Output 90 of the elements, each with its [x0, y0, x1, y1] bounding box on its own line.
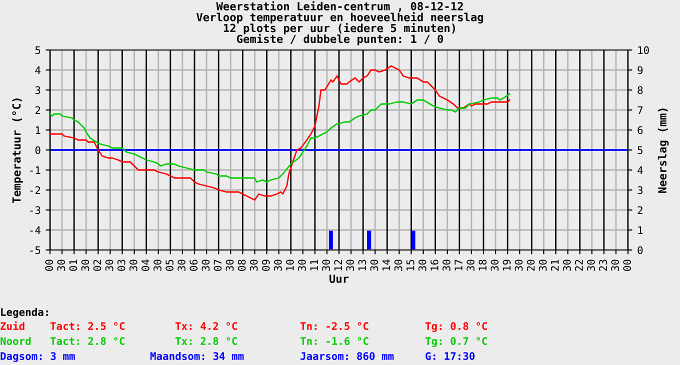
y-tick-label: 5 [35, 46, 40, 54]
x-tick-label: 04 [142, 260, 150, 271]
y2-tick-label: 5 [638, 146, 642, 154]
x-tick-label: 30 [442, 260, 450, 271]
x-tick-label: 30 [418, 260, 426, 271]
x-tick-label: 13 [358, 260, 366, 270]
x-tick-label: 09 [262, 260, 270, 271]
x-tick-label: 30 [178, 260, 186, 271]
text: Tg: 0.7 °C [425, 337, 487, 348]
x-tick-label: 30 [346, 260, 354, 271]
x-tick-label: 23 [599, 260, 607, 271]
text: Legenda: [1, 308, 48, 318]
x-tick-label: 30 [81, 260, 90, 271]
x-tick-label: 11 [310, 260, 318, 270]
x-tick-label: 30 [154, 260, 162, 271]
y2-tick-label: 9 [638, 66, 643, 74]
y-tick-label: -3 [30, 206, 40, 214]
y-tick-label: 1 [36, 126, 40, 134]
text: Dagsom: 3 mm [0, 352, 75, 362]
text: Tn: -1.6 °C [300, 337, 368, 346]
text: Noord [0, 336, 31, 346]
x-tick-label: 30 [250, 260, 258, 271]
x-tick-label: 12 [334, 260, 342, 270]
x-tick-label: 15 [406, 260, 414, 270]
x-tick-label: 30 [611, 260, 620, 271]
x-tick-label: 02 [93, 260, 102, 271]
x-tick-label: 05 [166, 260, 174, 271]
y-tick-label: 4 [35, 66, 40, 74]
text: Zuid [0, 321, 24, 330]
x-tick-label: 30 [466, 260, 475, 271]
x-tick-label: 10 [286, 260, 294, 270]
x-tick-label: 30 [105, 260, 114, 271]
x-tick-label: 30 [202, 260, 210, 271]
text: Tact: 2.5 °C [50, 322, 124, 330]
x-tick-label: 30 [57, 260, 66, 271]
y2-axis-title: Neerslag (mm) [658, 108, 669, 193]
y2-tick-label: 6 [638, 126, 643, 134]
y-tick-label: 0 [35, 146, 40, 154]
y-axis-title: Temperatuur (°C) [12, 98, 23, 204]
y2-tick-label: 2 [638, 206, 642, 214]
x-tick-label: 30 [538, 260, 547, 271]
x-tick-label: 18 [478, 260, 487, 270]
y-tick-label: -4 [30, 226, 40, 234]
x-tick-label: 07 [214, 260, 222, 271]
x-tick-label: 16 [430, 260, 438, 270]
y-tick-label: 3 [35, 86, 40, 94]
x-tick-label: 30 [298, 260, 306, 271]
x-tick-label: 30 [394, 260, 402, 271]
x-tick-label: 14 [382, 260, 390, 270]
y2-tick-label: 0 [638, 246, 643, 254]
y-tick-label: -1 [30, 166, 40, 174]
x-tick-label: 17 [454, 260, 462, 270]
text: Tg: 0.8 °C [425, 322, 487, 332]
text: G: 17:30 [426, 352, 475, 360]
x-tick-label: 19 [502, 260, 511, 270]
x-tick-label: 30 [370, 260, 378, 271]
x-tick-label: 03 [117, 260, 126, 271]
text: Jaarsom: 860 mm [300, 352, 394, 360]
x-tick-label: 30 [274, 260, 282, 271]
y-tick-label: -2 [30, 186, 40, 194]
text: Tn: -2.5 °C [300, 322, 368, 330]
x-tick-label: 30 [562, 260, 571, 271]
y2-tick-label: 1 [638, 226, 643, 234]
x-tick-label: 22 [575, 260, 583, 271]
y-tick-label: -5 [30, 246, 40, 254]
x-tick-label: 30 [322, 260, 330, 271]
x-tick-label: 30 [226, 260, 234, 271]
chart-title: Weerstation Leiden-centrum , 08-12-12 Verloop temperatuur en hoeveelheid neerslag 12 plots per uur (iedere 5 minuten) Gemiste / dubbele punten: 1 / 0 [196, 1, 484, 46]
x-tick-label: 30 [587, 260, 595, 271]
y2-tick-label: 4 [638, 166, 643, 174]
text: Tx: 4.2 °C [175, 322, 237, 330]
x-axis-title: Uur [330, 274, 349, 283]
x-tick-label: 30 [514, 260, 523, 271]
y2-tick-label: 3 [638, 186, 643, 194]
text: Maandsom: 34 mm [150, 352, 244, 360]
x-tick-label: 06 [190, 260, 198, 271]
x-tick-label: 30 [490, 260, 499, 271]
x-tick-label: 01 [69, 260, 78, 271]
y2-tick-label: 10 [638, 46, 649, 54]
x-tick-label: 08 [238, 260, 246, 271]
y-tick-label: 2 [35, 106, 40, 114]
x-tick-label: 00 [623, 260, 632, 271]
x-tick-label: 00 [45, 260, 54, 271]
y2-tick-label: 7 [638, 106, 643, 114]
x-tick-label: 20 [526, 260, 535, 271]
text: Tx: 2.8 °C [175, 337, 237, 346]
y2-tick-label: 8 [638, 86, 643, 94]
text: Tact: 2.8 °C [50, 337, 124, 346]
x-tick-label: 21 [550, 260, 559, 271]
x-tick-label: 30 [129, 260, 138, 271]
